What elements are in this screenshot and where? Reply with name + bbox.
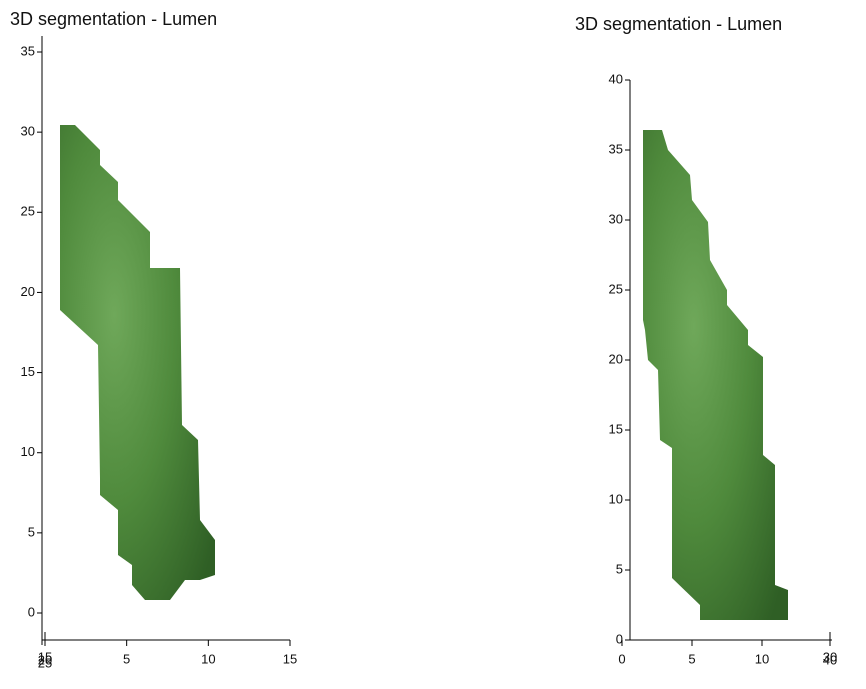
- y-tick-label: 35: [21, 43, 35, 58]
- x-tick-label: 10: [755, 651, 769, 666]
- y-tick-label: 25: [21, 204, 35, 219]
- y-tick-label: 30: [21, 124, 35, 139]
- chart-title: 3D segmentation - Lumen: [10, 9, 217, 29]
- x-tick-label: 15: [283, 651, 297, 666]
- y-tick-label: 20: [21, 284, 35, 299]
- x-tick-label: 5: [123, 651, 130, 666]
- y-tick-label: 35: [609, 141, 623, 156]
- y-tick-label: 10: [609, 491, 623, 506]
- screenshot: 3D segmentation - Lumen 0 5 10 15 20 25 30 35 5 10…: [0, 0, 866, 684]
- x-tick-label: 10: [201, 651, 215, 666]
- y-tick-label: 40: [609, 71, 623, 86]
- y-tick-label: 0: [28, 604, 35, 619]
- x-tick-label: 0: [618, 651, 625, 666]
- x-tick-label: 5: [688, 651, 695, 666]
- z-tick-label: 25: [38, 655, 52, 670]
- chart-title: 3D segmentation - Lumen: [575, 14, 782, 34]
- lumen-surface: [643, 130, 788, 620]
- y-tick-label: 15: [609, 421, 623, 436]
- y-tick-label: 25: [609, 281, 623, 296]
- lumen-surface: [60, 125, 215, 600]
- y-tick-label: 5: [28, 524, 35, 539]
- y-tick-label: 5: [616, 561, 623, 576]
- y-tick-label: 30: [609, 211, 623, 226]
- y-tick-label: 10: [21, 444, 35, 459]
- y-tick-label: 15: [21, 364, 35, 379]
- y-tick-label: 20: [609, 351, 623, 366]
- z-tick-label: 40: [823, 652, 837, 667]
